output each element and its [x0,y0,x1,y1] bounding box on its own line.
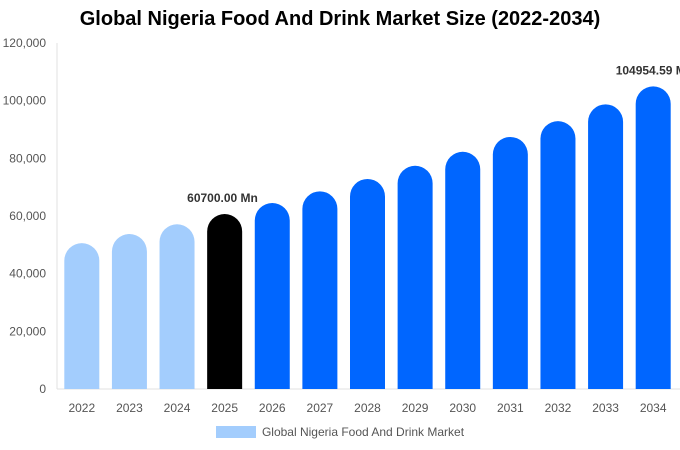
data-label-2034: 104954.59 Mn [616,63,680,77]
bar-2028 [350,178,385,389]
x-tick-label: 2022 [68,401,95,415]
legend-swatch [215,426,256,438]
bar-2027 [302,191,338,389]
legend: Global Nigeria Food And Drink Market [0,425,680,439]
legend-label: Global Nigeria Food And Drink Market [261,425,465,439]
x-tick-label: 2029 [402,401,429,415]
y-tick-label: 0 [39,382,46,396]
y-tick-label: 20,000 [9,324,46,338]
x-tick-label: 2034 [640,401,667,415]
y-tick-label: 40,000 [9,267,46,281]
y-tick-label: 100,000 [3,94,47,108]
x-tick-label: 2024 [164,401,191,415]
data-label-2025: 60700.00 Mn [187,191,258,205]
x-tick-label: 2027 [307,401,334,415]
bar-2022 [64,243,100,389]
bar-2026 [254,203,290,389]
bar-2030 [445,151,481,389]
x-tick-label: 2031 [497,401,524,415]
x-tick-label: 2023 [116,401,143,415]
y-tick-label: 80,000 [9,151,46,165]
bar-2029 [397,165,433,389]
y-tick-label: 120,000 [3,36,47,50]
x-tick-label: 2028 [354,401,381,415]
x-tick-label: 2030 [449,401,476,415]
bar-2034 [635,86,671,390]
y-tick-label: 60,000 [9,209,46,223]
bar-2025 [207,213,243,389]
bar-2032 [540,121,576,389]
bar-2033 [588,104,624,389]
bar-2023 [111,234,147,389]
chart-title: Global Nigeria Food And Drink Market Siz… [79,8,601,30]
x-tick-label: 2032 [545,401,572,415]
bar-2024 [159,224,195,389]
x-tick-label: 2025 [211,401,238,415]
x-tick-label: 2026 [259,401,286,415]
x-tick-label: 2033 [592,401,619,415]
bar-2031 [492,136,528,389]
